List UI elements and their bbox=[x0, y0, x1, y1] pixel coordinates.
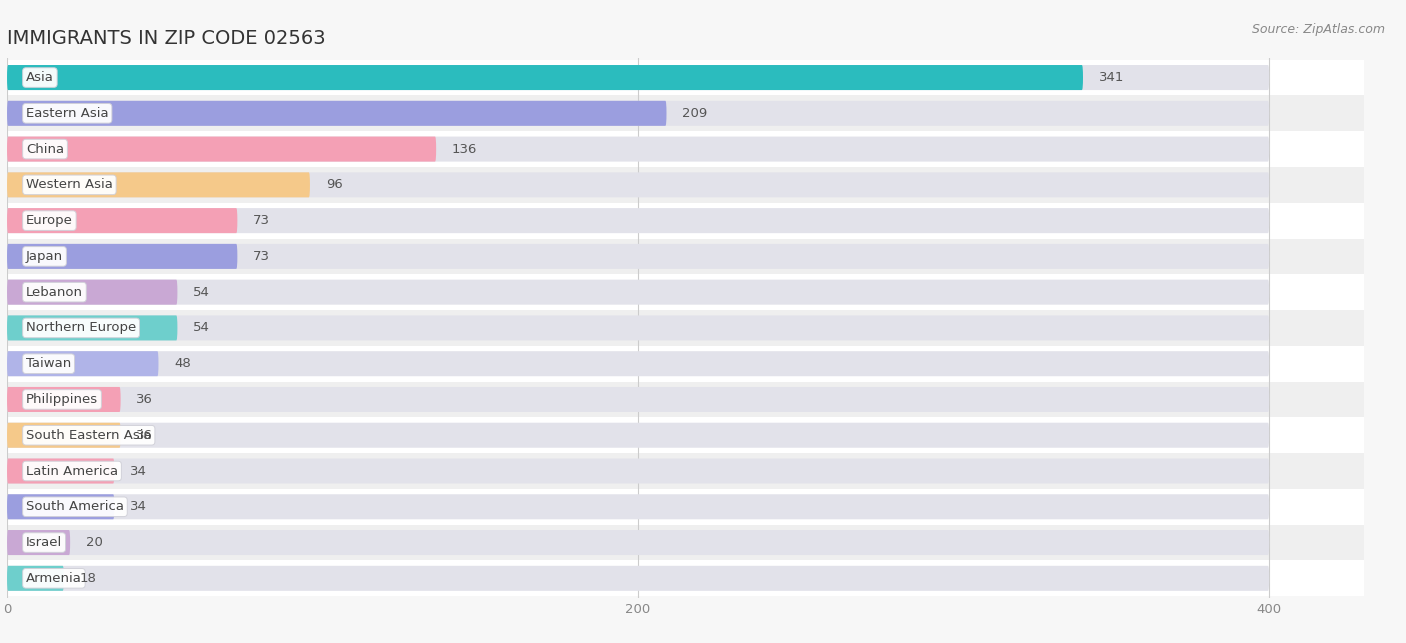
Text: Armenia: Armenia bbox=[25, 572, 82, 585]
Text: 34: 34 bbox=[131, 464, 148, 478]
Text: Europe: Europe bbox=[25, 214, 73, 227]
Text: 20: 20 bbox=[86, 536, 103, 549]
FancyBboxPatch shape bbox=[7, 494, 1270, 520]
Bar bbox=[7, 453, 1364, 489]
FancyBboxPatch shape bbox=[7, 101, 1270, 126]
FancyBboxPatch shape bbox=[7, 280, 177, 305]
Text: Northern Europe: Northern Europe bbox=[25, 322, 136, 334]
Text: Western Asia: Western Asia bbox=[25, 178, 112, 192]
FancyBboxPatch shape bbox=[7, 422, 1270, 448]
FancyBboxPatch shape bbox=[7, 244, 1270, 269]
Text: 73: 73 bbox=[253, 214, 270, 227]
Text: Latin America: Latin America bbox=[25, 464, 118, 478]
FancyBboxPatch shape bbox=[7, 566, 63, 591]
Text: 136: 136 bbox=[451, 143, 477, 156]
Text: 34: 34 bbox=[131, 500, 148, 513]
Text: Taiwan: Taiwan bbox=[25, 358, 72, 370]
FancyBboxPatch shape bbox=[7, 208, 1270, 233]
FancyBboxPatch shape bbox=[7, 208, 238, 233]
FancyBboxPatch shape bbox=[7, 387, 1270, 412]
Bar bbox=[7, 310, 1364, 346]
Text: 96: 96 bbox=[326, 178, 343, 192]
FancyBboxPatch shape bbox=[7, 101, 666, 126]
FancyBboxPatch shape bbox=[7, 351, 1270, 376]
FancyBboxPatch shape bbox=[7, 566, 1270, 591]
Text: 341: 341 bbox=[1098, 71, 1125, 84]
Text: Source: ZipAtlas.com: Source: ZipAtlas.com bbox=[1251, 23, 1385, 35]
Bar bbox=[7, 381, 1364, 417]
FancyBboxPatch shape bbox=[7, 172, 1270, 197]
FancyBboxPatch shape bbox=[7, 244, 238, 269]
Text: IMMIGRANTS IN ZIP CODE 02563: IMMIGRANTS IN ZIP CODE 02563 bbox=[7, 29, 326, 48]
Bar bbox=[7, 239, 1364, 275]
Bar bbox=[7, 131, 1364, 167]
Text: 36: 36 bbox=[136, 429, 153, 442]
Bar bbox=[7, 525, 1364, 561]
FancyBboxPatch shape bbox=[7, 316, 177, 340]
Text: South America: South America bbox=[25, 500, 124, 513]
FancyBboxPatch shape bbox=[7, 351, 159, 376]
Text: Japan: Japan bbox=[25, 250, 63, 263]
Text: Philippines: Philippines bbox=[25, 393, 98, 406]
FancyBboxPatch shape bbox=[7, 65, 1270, 90]
FancyBboxPatch shape bbox=[7, 458, 114, 484]
Bar bbox=[7, 167, 1364, 203]
Bar bbox=[7, 60, 1364, 95]
Text: 73: 73 bbox=[253, 250, 270, 263]
Text: 36: 36 bbox=[136, 393, 153, 406]
FancyBboxPatch shape bbox=[7, 172, 309, 197]
FancyBboxPatch shape bbox=[7, 530, 1270, 555]
Bar bbox=[7, 95, 1364, 131]
FancyBboxPatch shape bbox=[7, 280, 1270, 305]
FancyBboxPatch shape bbox=[7, 65, 1083, 90]
Bar bbox=[7, 489, 1364, 525]
Text: 54: 54 bbox=[193, 285, 209, 298]
Text: South Eastern Asia: South Eastern Asia bbox=[25, 429, 152, 442]
Text: Lebanon: Lebanon bbox=[25, 285, 83, 298]
Text: Eastern Asia: Eastern Asia bbox=[25, 107, 108, 120]
Text: 54: 54 bbox=[193, 322, 209, 334]
FancyBboxPatch shape bbox=[7, 530, 70, 555]
Bar bbox=[7, 275, 1364, 310]
FancyBboxPatch shape bbox=[7, 136, 436, 161]
FancyBboxPatch shape bbox=[7, 387, 121, 412]
FancyBboxPatch shape bbox=[7, 458, 1270, 484]
FancyBboxPatch shape bbox=[7, 422, 121, 448]
Text: 18: 18 bbox=[80, 572, 97, 585]
Text: Asia: Asia bbox=[25, 71, 53, 84]
FancyBboxPatch shape bbox=[7, 316, 1270, 340]
Bar bbox=[7, 203, 1364, 239]
Text: China: China bbox=[25, 143, 65, 156]
Text: 48: 48 bbox=[174, 358, 191, 370]
Bar bbox=[7, 346, 1364, 381]
FancyBboxPatch shape bbox=[7, 136, 1270, 161]
Text: Israel: Israel bbox=[25, 536, 62, 549]
FancyBboxPatch shape bbox=[7, 494, 114, 520]
Bar bbox=[7, 561, 1364, 596]
Bar bbox=[7, 417, 1364, 453]
Text: 209: 209 bbox=[682, 107, 707, 120]
